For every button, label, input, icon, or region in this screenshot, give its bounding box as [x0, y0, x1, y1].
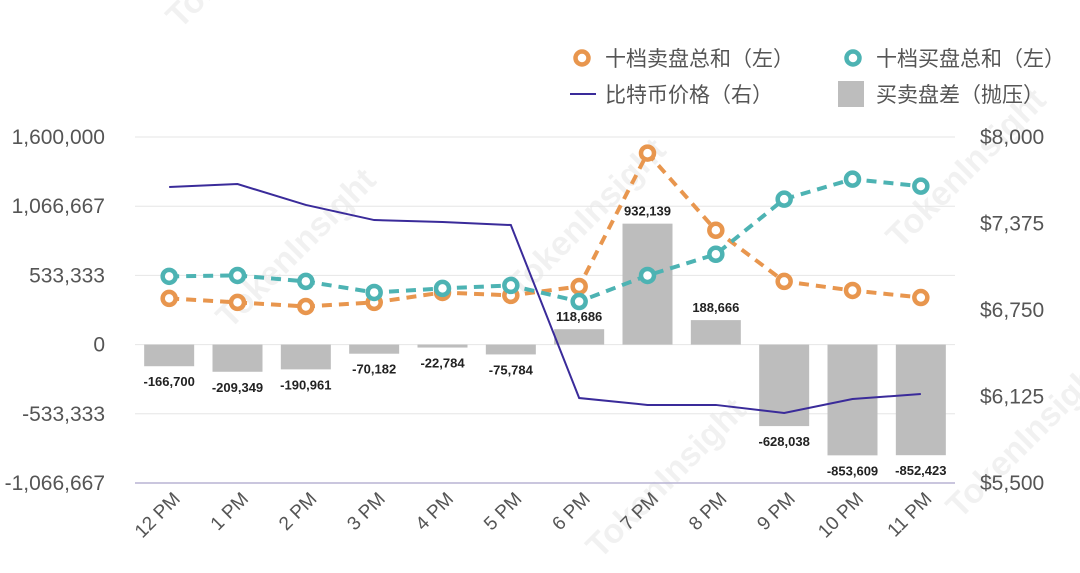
watermark: TokenInsight [159, 0, 334, 36]
sell-point [638, 144, 657, 162]
left-tick-label: 1,066,667 [12, 195, 105, 218]
legend-marker-icon [573, 49, 591, 67]
x-tick-label: 9 PM [753, 489, 799, 535]
sell-point [228, 293, 247, 312]
bar [485, 344, 536, 355]
buy-point [707, 245, 725, 264]
sell-point [297, 297, 315, 316]
bar [895, 344, 946, 456]
buy-point [843, 170, 862, 188]
buy-point [433, 279, 452, 298]
left-tick-label: 0 [93, 334, 105, 357]
x-tick-label: 1 PM [207, 489, 253, 535]
x-tick-label: 11 PM [884, 489, 937, 542]
x-tick-label: 6 PM [548, 489, 594, 535]
legend-bar-icon [838, 81, 864, 107]
bar-data-label: 932,139 [624, 204, 671, 219]
bar [212, 344, 263, 372]
sell-point [160, 289, 178, 308]
x-tick-label: 3 PM [343, 489, 389, 535]
watermark: TokenInsight [939, 351, 1080, 526]
buy-point [160, 267, 178, 286]
bar-data-label: -628,038 [759, 434, 810, 449]
x-tick-label: 2 PM [275, 489, 321, 535]
buy-point [912, 177, 930, 195]
legend-buy: 十档买盘总和（左） [844, 48, 1065, 71]
sell-point [707, 221, 725, 240]
legend-price: 比特币价格（右） [570, 84, 773, 107]
legend-label: 十档买盘总和（左） [876, 48, 1065, 71]
right-tick-label: $6,750 [980, 299, 1044, 322]
left-tick-label: -533,333 [22, 403, 105, 426]
right-tick-label: $5,500 [980, 472, 1044, 495]
bar-data-label: -70,182 [352, 362, 396, 377]
buy-point [775, 190, 793, 208]
x-tick-label: 5 PM [480, 489, 526, 535]
right-tick-label: $6,125 [980, 386, 1044, 409]
bar [280, 344, 331, 370]
sell-point [775, 272, 793, 291]
buy-point [570, 292, 588, 311]
left-tick-label: 1,600,000 [12, 126, 105, 149]
legend-bar: 买卖盘差（抛压） [838, 81, 1044, 107]
right-tick-label: $8,000 [980, 126, 1044, 149]
legend-label: 比特币价格（右） [605, 84, 773, 107]
bar-data-label: -166,700 [144, 374, 195, 389]
bar [417, 344, 468, 348]
buy-point [365, 283, 383, 302]
left-tick-label: 533,333 [29, 264, 105, 287]
bar [554, 329, 605, 345]
sell-point [843, 281, 862, 300]
sell-point [912, 288, 930, 307]
bar [690, 320, 741, 345]
bar [349, 344, 400, 354]
watermark: TokenInsight [579, 391, 754, 566]
bar-data-label: 188,666 [692, 300, 739, 315]
buy-point [502, 276, 520, 295]
buy-point [297, 272, 315, 291]
legend-sell: 十档卖盘总和（左） [573, 48, 794, 71]
legend-marker-icon [844, 49, 862, 67]
sell-point [570, 277, 588, 296]
x-tick-label: 12 PM [131, 489, 185, 543]
bar-data-label: -853,609 [827, 463, 878, 478]
bar-data-label: -75,784 [489, 362, 534, 377]
sell-line [169, 149, 922, 309]
price-line [169, 183, 921, 414]
legend-label: 买卖盘差（抛压） [876, 84, 1044, 107]
legend-label: 十档卖盘总和（左） [605, 48, 794, 71]
bar-data-label: -22,784 [420, 356, 465, 371]
right-tick-label: $7,375 [980, 213, 1044, 236]
x-tick-label: 10 PM [814, 489, 868, 543]
buy-line [169, 177, 922, 304]
bar-data-label: 118,686 [556, 309, 602, 324]
bar-data-label: -190,961 [280, 377, 331, 392]
x-tick-label: 4 PM [412, 489, 458, 535]
bar-data-label: -209,349 [212, 380, 263, 395]
x-tick-label: 8 PM [685, 489, 731, 535]
buy-point [228, 266, 247, 285]
buy-point [638, 266, 657, 285]
bar [144, 344, 195, 367]
left-tick-label: -1,066,667 [5, 472, 105, 495]
bar-data-label: -852,423 [895, 463, 946, 478]
